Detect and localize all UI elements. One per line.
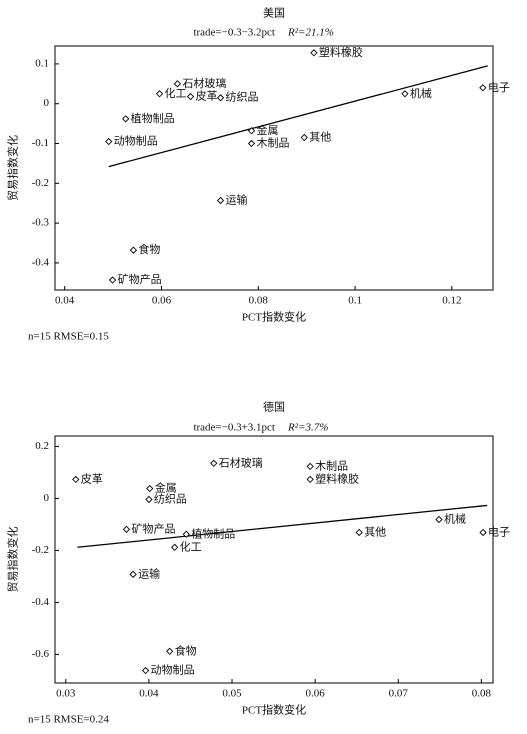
plot-frame <box>54 45 494 291</box>
point <box>216 196 225 205</box>
point <box>155 90 164 98</box>
point <box>72 475 80 484</box>
point <box>129 570 137 578</box>
point <box>300 133 308 142</box>
x-axis-label: PCT指数变化 <box>242 703 306 717</box>
x-axis-label: PCT指数变化 <box>242 310 306 324</box>
point-label: 纺织品 <box>226 90 259 104</box>
point <box>141 666 150 675</box>
y-tick-label: -0.4 <box>32 256 50 268</box>
point-label: 电子 <box>488 81 510 94</box>
y-tick-label: 0.2 <box>35 440 49 452</box>
point <box>146 484 154 493</box>
point <box>171 543 179 551</box>
point <box>355 528 363 537</box>
y-axis-label: 贸易指数变化 <box>6 135 20 201</box>
point <box>108 276 117 284</box>
y-tick-label: -0.4 <box>32 596 50 608</box>
point-label: 纺织品 <box>154 491 187 505</box>
x-tick-label: 0.04 <box>139 688 159 700</box>
point <box>210 459 218 467</box>
point <box>401 90 409 98</box>
point-label: 化工 <box>180 539 202 553</box>
fit-line <box>108 65 488 168</box>
footnote: n=15 RMSE=0.15 <box>28 331 109 343</box>
y-tick-label: 0 <box>44 97 50 109</box>
x-tick-label: 0.1 <box>348 295 362 307</box>
point-label: 矿物产品 <box>131 521 175 535</box>
point <box>186 92 195 101</box>
chart-title: 美国 <box>263 7 285 20</box>
point-label: 金属 <box>256 123 278 137</box>
point <box>216 94 225 102</box>
point-label: 其他 <box>309 131 331 144</box>
fit-stat: R²=3.7% <box>287 422 328 434</box>
point <box>435 515 443 524</box>
x-tick-label: 0.06 <box>152 295 172 307</box>
plot-frame <box>54 435 494 684</box>
point <box>247 139 256 148</box>
y-tick-label: -0.3 <box>32 217 50 229</box>
chart-subtitle: trade=−0.3+3.1pct <box>193 422 275 434</box>
y-tick-label: -0.1 <box>32 137 49 149</box>
y-tick-label: 0 <box>44 492 50 504</box>
point-label: 其他 <box>364 525 386 538</box>
point-label: 植物制品 <box>131 111 175 125</box>
x-tick-label: 0.05 <box>222 688 242 700</box>
point-label: 电子 <box>488 525 510 538</box>
point-label: 动物制品 <box>151 663 195 677</box>
y-tick-label: -0.6 <box>32 648 50 660</box>
point <box>122 115 130 123</box>
x-tick-label: 0.08 <box>472 688 492 700</box>
point-label: 金属 <box>155 481 177 495</box>
x-tick-label: 0.12 <box>442 295 461 307</box>
point <box>247 127 256 135</box>
point-label: 塑料橡胶 <box>319 45 363 59</box>
point <box>145 495 153 504</box>
footnote: n=15 RMSE=0.24 <box>28 714 109 726</box>
x-tick-label: 0.06 <box>306 688 326 700</box>
fit-line <box>77 504 488 548</box>
y-tick-label: 0.1 <box>35 57 49 69</box>
point <box>182 530 190 538</box>
point-label: 食物 <box>175 643 197 657</box>
point <box>173 80 182 88</box>
point <box>306 462 314 471</box>
point-label: 化工 <box>165 86 187 100</box>
y-tick-label: -0.2 <box>32 544 49 556</box>
y-axis-label: 贸易指数变化 <box>6 527 20 593</box>
point-label: 植物制品 <box>191 526 235 540</box>
point <box>105 137 113 146</box>
x-tick-label: 0.07 <box>389 688 409 700</box>
x-tick-label: 0.03 <box>56 688 76 700</box>
y-tick-label: -0.2 <box>32 177 49 189</box>
point <box>310 49 318 57</box>
point <box>122 525 131 533</box>
x-tick-label: 0.08 <box>249 295 269 307</box>
point-label: 皮革 <box>196 89 218 103</box>
point-label: 机械 <box>444 511 466 525</box>
point-label: 运输 <box>226 192 248 206</box>
point <box>166 647 174 655</box>
point-label: 石材玻璃 <box>182 76 226 90</box>
point-label: 矿物产品 <box>118 272 162 286</box>
point-label: 木制品 <box>315 459 348 472</box>
chart-subtitle: trade=−0.3−3.2pct <box>193 27 275 39</box>
point-label: 食物 <box>138 242 160 256</box>
point-label: 木制品 <box>256 137 289 150</box>
point-label: 塑料橡胶 <box>315 471 359 485</box>
fit-stat: R²=21.1% <box>287 27 334 39</box>
point <box>479 528 487 537</box>
point <box>306 475 314 484</box>
point-label: 动物制品 <box>114 134 158 148</box>
point-label: 运输 <box>138 566 160 580</box>
point-label: 皮革 <box>81 471 103 485</box>
chart-title: 德国 <box>263 400 285 414</box>
point <box>479 84 487 92</box>
point-label: 机械 <box>410 86 432 100</box>
point <box>129 246 138 254</box>
point-label: 石材玻璃 <box>219 455 263 469</box>
x-tick-label: 0.04 <box>55 295 75 307</box>
